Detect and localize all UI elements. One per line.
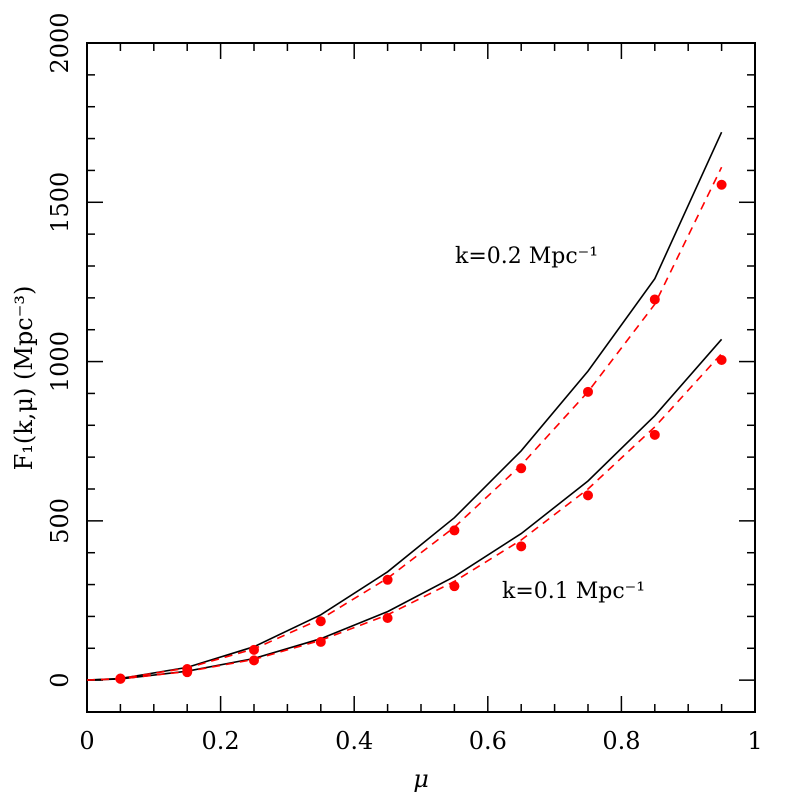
data-point (249, 644, 259, 655)
data-point (649, 429, 660, 440)
dashed-series-line (86, 166, 723, 681)
solid-series-line (86, 338, 723, 681)
axis-ticks (86, 42, 756, 713)
x-tick-label: 0.4 (335, 727, 373, 755)
y-tick-label: 2000 (46, 12, 74, 73)
series-layer (86, 131, 727, 684)
x-axis-title: μ (413, 765, 429, 793)
data-point (649, 294, 660, 305)
x-tick-label: 0.8 (602, 727, 640, 755)
data-point (382, 574, 393, 585)
dashed-series-line (86, 353, 723, 681)
tick-labels: 0 0.2 0.4 0.6 0.8 1 0 500 1000 1500 2000 (46, 12, 763, 755)
data-point (449, 525, 460, 536)
solid-series-line (86, 131, 723, 681)
y-tick-label: 1000 (46, 331, 74, 392)
y-axis-title: F₁(k,μ) (Mpc⁻³) (10, 286, 38, 471)
data-point (516, 541, 527, 552)
y-tick-label: 1500 (46, 172, 74, 233)
data-point (716, 179, 727, 190)
data-point (182, 667, 193, 678)
data-point (315, 636, 326, 647)
y-tick-label: 0 (46, 673, 74, 688)
data-point (449, 581, 460, 592)
x-tick-label: 0 (79, 727, 94, 755)
data-point (382, 613, 393, 624)
data-point (249, 655, 259, 666)
data-point (115, 673, 126, 684)
data-point (716, 354, 727, 365)
plot-frame (86, 42, 756, 713)
x-tick-label: 1 (747, 727, 762, 755)
annotation-k02: k=0.2 Mpc⁻¹ (455, 244, 598, 269)
y-tick-label: 500 (46, 498, 74, 544)
data-point (516, 463, 527, 474)
data-point (583, 386, 593, 397)
data-point (315, 616, 326, 627)
annotation-k01: k=0.1 Mpc⁻¹ (502, 579, 645, 604)
x-tick-label: 0.6 (469, 727, 507, 755)
x-tick-label: 0.2 (202, 727, 240, 755)
data-point (583, 490, 593, 501)
